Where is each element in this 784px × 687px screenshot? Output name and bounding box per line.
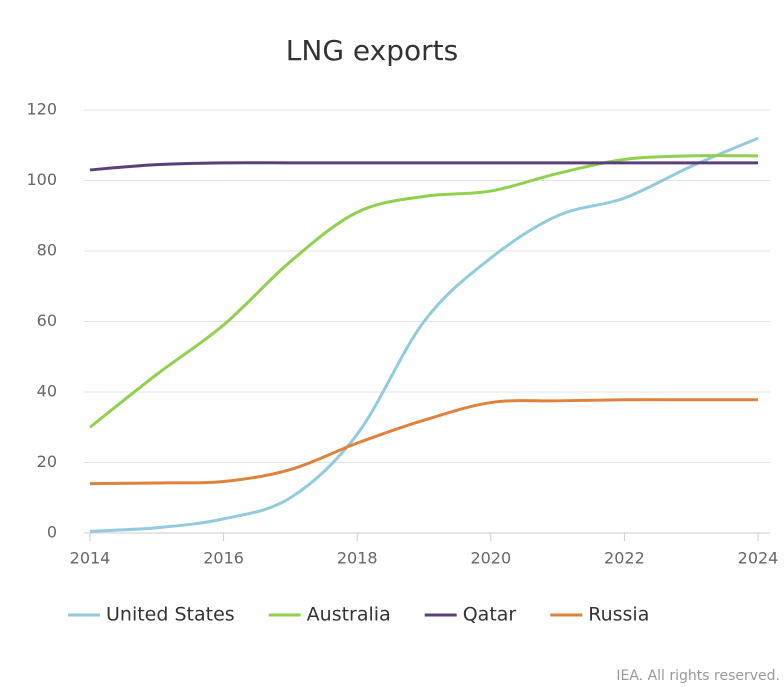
x-tick-label: 2014	[70, 549, 111, 568]
x-tick-label: 2020	[470, 549, 511, 568]
chart-title: LNG exports	[286, 34, 458, 67]
footer: IEA. All rights reserved.	[616, 668, 780, 684]
y-tick-label: 0	[47, 523, 57, 542]
x-tick-label: 2016	[203, 549, 244, 568]
legend-label: United States	[106, 604, 235, 626]
y-tick-label: 20	[37, 452, 57, 471]
y-tick-label: 60	[37, 311, 57, 330]
legend-label: Australia	[307, 604, 391, 626]
y-tick-label: 40	[37, 382, 57, 401]
x-tick-label: 2022	[604, 549, 645, 568]
line-series	[89, 398, 758, 486]
line-series	[89, 136, 759, 533]
line-series	[89, 154, 759, 429]
x-tick-label: 2018	[337, 549, 378, 568]
y-tick-label: 120	[26, 100, 57, 119]
line-series	[89, 161, 758, 172]
legend-label: Russia	[588, 604, 649, 626]
x-tick-label: 2024	[738, 549, 779, 568]
y-tick-label: 100	[26, 170, 57, 189]
y-tick-label: 80	[37, 241, 57, 260]
legend-label: Qatar	[463, 604, 517, 626]
